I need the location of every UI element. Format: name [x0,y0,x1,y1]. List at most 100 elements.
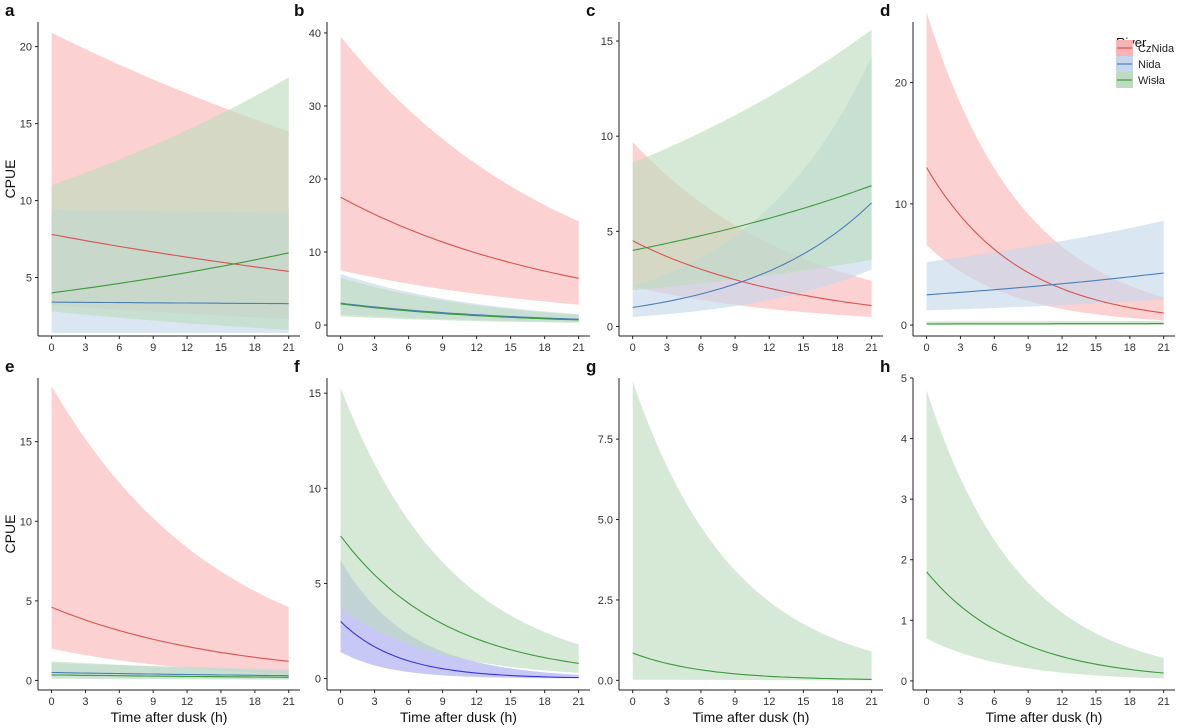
panel-d: 0 10 20 0 3 6 9 12 15 18 21 d [880,1,1175,354]
x-tick-label: 0 [48,696,54,708]
fit-line-nida [340,302,579,320]
y-tick-label: 40 [309,28,321,40]
ci-band-wisla [632,29,872,291]
x-tick-label: 3 [664,342,670,354]
y-tick-label: 20 [309,174,321,186]
x-tick-label: 18 [831,696,843,708]
y-tick-label: 10 [20,196,32,208]
fit-line-wisla [340,535,579,664]
x-tick-label: 15 [797,696,809,708]
x-tick-label: 3 [82,342,88,354]
legend-label-cznida: CzNida [1138,43,1175,55]
panel-letter-b: b [294,1,304,20]
panel-g: 0.0 2.5 5.0 7.5 0 3 6 9 12 15 18 21 g Time after dusk… [586,357,883,725]
x-tick-label: 21 [865,342,877,354]
x-tick-label: 15 [215,342,227,354]
ci-ribbons [926,390,1164,679]
ci-ribbons [340,36,579,323]
y-tick-label: 10 [309,247,321,259]
x-tick-label: 9 [440,342,446,354]
y-tick-label: 0 [901,676,907,688]
x-tick-label: 9 [150,342,156,354]
fit-line-wisla [632,652,872,680]
y-tick-label: 5 [26,596,32,608]
y-tick-label: 10 [309,483,321,495]
y-tick-label: 10 [20,516,32,528]
panel-letter-h: h [880,357,890,376]
fit-line-nida [51,301,289,305]
x-tick-label: 3 [372,696,378,708]
legend-entry-nida: Nida [1116,56,1162,72]
x-tick-label: 3 [957,342,963,354]
ci-band-cznida [926,12,1164,321]
fitted-lines [51,606,289,678]
panel-letter-d: d [880,1,890,20]
x-tick-label: 21 [283,696,295,708]
x-tick-label: 3 [664,696,670,708]
fitted-lines [926,167,1164,325]
x-tick-label: 6 [698,342,704,354]
panel-e: 0 5 10 15 0 3 6 9 12 15 18 21 e CPUE Time after dusk (… [2,357,300,725]
panel-letter-c: c [586,1,595,20]
y-tick-label: 30 [309,101,321,113]
x-tick-label: 6 [406,696,412,708]
panel-a: 5 10 15 20 0 3 6 9 12 15 18 21 a CPUE [2,1,300,354]
y-tick-label: 2 [901,555,907,567]
y-tick-label: 7.5 [598,434,613,446]
y-tick-label: 10 [895,199,907,211]
legend: River CzNida Nida Wisła [1116,35,1175,88]
y-tick-label: 5 [26,273,32,285]
x-tick-label: 12 [1056,696,1068,708]
y-tick-label: 0 [315,320,321,332]
x-tick-label: 0 [338,342,344,354]
x-tick-label: 21 [865,696,877,708]
y-tick-label: 5 [315,578,321,590]
panel-f: 0 5 10 15 0 3 6 9 12 15 18 21 f Time after dusk (h) [294,357,590,725]
fit-line-cznida [632,240,872,307]
x-tick-label: 12 [471,696,483,708]
y-tick-label: 15 [20,119,32,131]
x-tick-label: 12 [1056,342,1068,354]
x-axis-title: Time after dusk (h) [400,709,517,725]
panel-letter-g: g [586,357,596,376]
fitted-lines [340,535,579,679]
x-tick-label: 0 [923,696,929,708]
fit-line-cznida [51,606,289,662]
x-tick-label: 15 [797,342,809,354]
y-tick-label: 5 [901,373,907,385]
fitted-lines [632,652,872,680]
fit-line-nida [340,621,579,679]
y-tick-label: 20 [20,42,32,54]
x-tick-label: 0 [923,342,929,354]
y-axis-title: CPUE [2,515,18,554]
x-tick-label: 9 [732,696,738,708]
ci-band-wisla [632,381,872,681]
y-tick-label: 2.5 [598,595,613,607]
x-tick-label: 18 [249,342,261,354]
panel-c: 0 5 10 15 0 3 6 9 12 15 18 21 c [586,1,883,354]
panel-letter-a: a [5,1,15,20]
x-tick-label: 15 [215,696,227,708]
x-tick-label: 18 [539,696,551,708]
panel-letter-f: f [294,357,300,376]
y-tick-label: 15 [309,388,321,400]
ci-ribbons [632,381,872,681]
fit-line-nida [51,671,289,677]
x-tick-label: 18 [831,342,843,354]
panel-b: 0 10 20 30 40 0 3 6 9 12 15 18 21 b [294,1,590,354]
fit-line-nida [926,272,1164,296]
x-tick-label: 21 [573,696,585,708]
x-tick-label: 18 [249,696,261,708]
fit-line-nida [632,202,872,309]
x-tick-label: 9 [732,342,738,354]
y-tick-label: 3 [901,494,907,506]
fit-line-wisla [632,185,872,251]
x-tick-label: 15 [505,342,517,354]
y-tick-label: 0 [26,675,32,687]
y-tick-label: 1 [901,615,907,627]
x-axis-title: Time after dusk (h) [693,709,810,725]
fit-line-wisla [51,674,289,678]
